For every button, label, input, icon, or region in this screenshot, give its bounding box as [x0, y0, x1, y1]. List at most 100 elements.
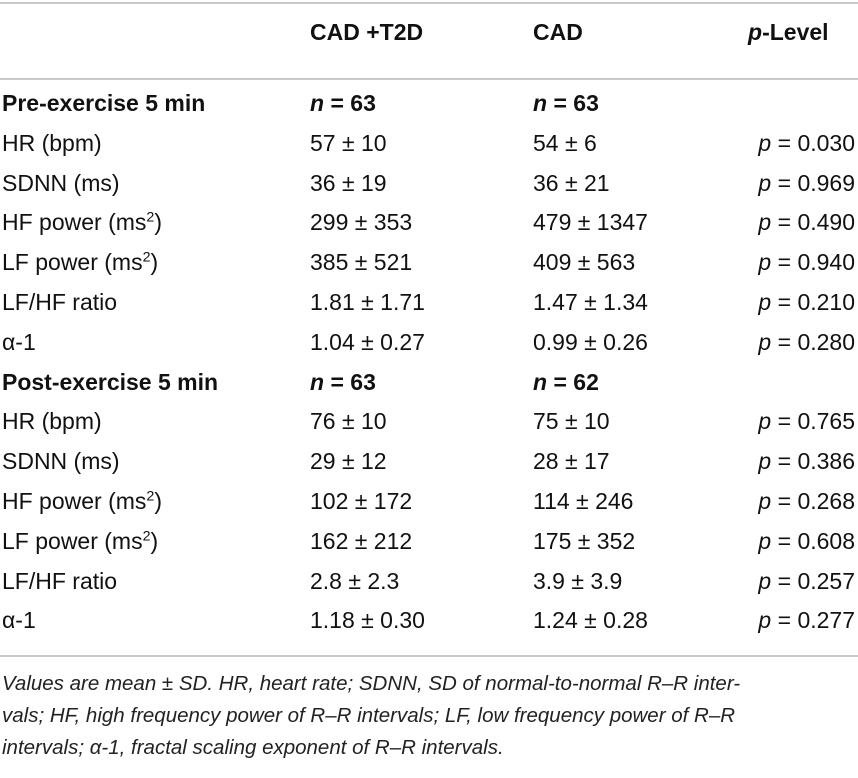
row-label-text: LF power (ms [2, 527, 143, 554]
equals-sign: = [324, 368, 351, 395]
p-symbol: p [758, 448, 772, 475]
n-symbol: n [533, 90, 548, 116]
equals-sign: = [547, 90, 574, 116]
row-label-tail: ) [154, 209, 163, 236]
table-row: α-1 1.18 ± 0.30 1.24 ± 0.28 p = 0.277 [0, 600, 858, 640]
cad-t2d-value: 385 ± 521 [310, 249, 413, 276]
cad-t2d-value: 1.18 ± 0.30 [310, 607, 425, 634]
row-label: HR (bpm) [2, 123, 102, 163]
cad-value: 114 ± 246 [533, 488, 634, 514]
p-value-cell: p = 0.940 [758, 242, 855, 282]
equals-sign: = [771, 328, 798, 355]
header-cad: CAD [533, 19, 583, 45]
table-footnote: Values are mean ± SD. HR, heart rate; SD… [2, 668, 854, 764]
equals-sign: = [771, 527, 798, 554]
p-value: 0.030 [797, 129, 855, 156]
p-symbol: p [758, 567, 772, 594]
equals-sign: = [771, 129, 798, 156]
table-row: SDNN (ms) 36 ± 19 36 ± 21 p = 0.969 [0, 163, 858, 203]
p-symbol: p [758, 289, 772, 315]
equals-sign: = [771, 607, 798, 634]
p-value-cell: p = 0.210 [758, 282, 855, 322]
n-value: 63 [573, 90, 599, 116]
cad-t2d-value: 102 ± 172 [310, 488, 413, 514]
footnote-line: intervals; α-1, fractal scaling exponent… [2, 736, 504, 759]
p-symbol: p [758, 408, 772, 435]
row-label-superscript: 2 [142, 249, 151, 266]
row-label-superscript: 2 [146, 488, 155, 505]
footnote-line: Values are mean ± SD. HR, heart rate; SD… [2, 672, 741, 695]
p-value-cell: p = 0.257 [758, 561, 855, 601]
row-label-superscript: 2 [146, 209, 155, 226]
cad-t2d-value: 2.8 ± 2.3 [310, 567, 400, 594]
cad-value: 409 ± 563 [533, 249, 636, 276]
cad-value: 54 ± 6 [533, 129, 597, 156]
row-label: SDNN (ms) [2, 163, 120, 203]
header-rule [0, 78, 858, 80]
cad-t2d-value: 299 ± 353 [310, 209, 413, 236]
row-label: HF power (ms2) [2, 202, 162, 242]
p-value-cell: p = 0.030 [758, 123, 855, 163]
section-title: Post-exercise 5 min [2, 368, 219, 395]
table-row: HF power (ms2) 299 ± 353 479 ± 1347 p = 0.4… [0, 202, 858, 242]
p-symbol: p [758, 488, 772, 514]
table-header: CAD +T2D CAD p-Level [0, 12, 858, 52]
row-label: HF power (ms2) [2, 481, 162, 521]
p-value: 0.940 [797, 249, 855, 276]
row-label: HR (bpm) [2, 401, 102, 441]
section-row: Pre-exercise 5 min n = 63 n = 63 [0, 83, 858, 123]
p-symbol: p [758, 607, 772, 634]
row-label: LF/HF ratio [2, 561, 117, 601]
header-cad-t2d: CAD +T2D [310, 19, 424, 45]
footnote-line: vals; HF, high frequency power of R–R in… [2, 704, 736, 727]
cad-value: 28 ± 17 [533, 448, 610, 475]
row-label-superscript: 2 [142, 528, 151, 545]
cad-value: 1.47 ± 1.34 [533, 289, 648, 315]
p-value: 0.277 [797, 607, 855, 634]
table-row: LF power (ms2) 385 ± 521 409 ± 563 p = 0.94… [0, 242, 858, 282]
row-label: LF power (ms2) [2, 521, 158, 561]
row-label-text: SDNN (ms) [2, 169, 120, 196]
p-symbol: p [758, 129, 772, 156]
p-symbol: p [758, 328, 772, 355]
p-value-cell: p = 0.277 [758, 600, 855, 640]
equals-sign: = [771, 448, 798, 475]
header-p-level: p-Level [748, 12, 829, 52]
equals-sign: = [771, 408, 798, 435]
top-rule [0, 2, 858, 4]
cad-value: 0.99 ± 0.26 [533, 328, 648, 355]
table-row: LF/HF ratio 2.8 ± 2.3 3.9 ± 3.9 p = 0.257 [0, 561, 858, 601]
n-symbol: n [533, 368, 548, 395]
row-label: α-1 [2, 600, 36, 640]
cad-value: 479 ± 1347 [533, 209, 648, 236]
row-label-tail: ) [150, 527, 159, 554]
p-value-cell: p = 0.969 [758, 163, 855, 203]
p-value: 0.765 [797, 408, 855, 435]
cad-t2d-value: 36 ± 19 [310, 169, 387, 196]
n-symbol: n [310, 368, 325, 395]
section-row: Post-exercise 5 min n = 63 n = 62 [0, 362, 858, 402]
cad-t2d-value: 1.04 ± 0.27 [310, 328, 425, 355]
cad-t2d-value: 162 ± 212 [310, 527, 413, 554]
p-value: 0.490 [797, 209, 855, 236]
row-label-text: LF/HF ratio [2, 289, 118, 315]
row-label-text: α-1 [2, 607, 36, 634]
table-row: SDNN (ms) 29 ± 12 28 ± 17 p = 0.386 [0, 441, 858, 481]
p-value: 0.210 [797, 289, 855, 315]
p-value: 0.280 [797, 328, 855, 355]
cad-value: 1.24 ± 0.28 [533, 607, 648, 634]
p-value-cell: p = 0.490 [758, 202, 855, 242]
n-symbol: n [310, 90, 325, 116]
table-row: HF power (ms2) 102 ± 172 114 ± 246 p = 0.26… [0, 481, 858, 521]
row-label-text: LF power (ms [2, 249, 143, 276]
header-p-rest: -Level [762, 19, 829, 45]
equals-sign: = [324, 90, 351, 116]
p-symbol: p [758, 169, 772, 196]
equals-sign: = [771, 209, 798, 236]
cad-t2d-value: 29 ± 12 [310, 448, 387, 475]
equals-sign: = [771, 169, 798, 196]
equals-sign: = [771, 249, 798, 276]
row-label: LF power (ms2) [2, 242, 158, 282]
p-symbol: p [758, 249, 772, 276]
p-value-cell: p = 0.386 [758, 441, 855, 481]
